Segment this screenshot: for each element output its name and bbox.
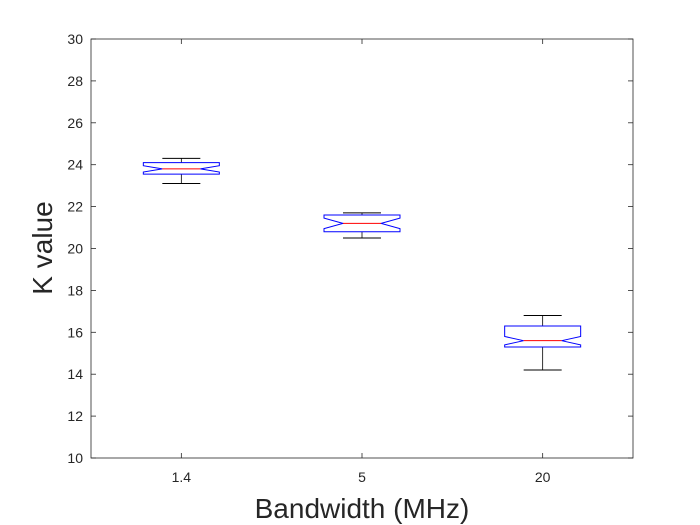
box-20	[504, 315, 582, 371]
y-tick-label: 24	[67, 157, 83, 173]
y-axis-label: K value	[27, 201, 58, 294]
y-tick-label: 26	[67, 115, 83, 131]
notched-box	[142, 162, 220, 175]
plot-area	[90, 38, 634, 459]
box-1.4	[142, 157, 220, 185]
notched-box	[504, 325, 582, 348]
y-tick-label: 28	[67, 73, 83, 89]
x-tick-label: 1.4	[172, 469, 192, 485]
y-tick-label: 30	[67, 31, 83, 47]
y-tick-label: 14	[67, 366, 83, 382]
box-5	[323, 212, 401, 239]
boxes-group	[142, 157, 582, 371]
y-tick-label: 20	[67, 241, 83, 257]
y-tick-label: 22	[67, 199, 83, 215]
x-tick-label: 20	[535, 469, 551, 485]
y-axis: 10 12 14 16 18 20 22 24 26 28 30	[67, 31, 633, 466]
x-axis-label: Bandwidth (MHz)	[255, 493, 470, 524]
y-tick-label: 18	[67, 282, 83, 298]
y-tick-label: 16	[67, 324, 83, 340]
y-tick-label: 12	[67, 408, 83, 424]
x-tick-label: 5	[358, 469, 366, 485]
y-tick-label: 10	[67, 450, 83, 466]
x-axis: 1.4 5 20	[172, 39, 551, 485]
